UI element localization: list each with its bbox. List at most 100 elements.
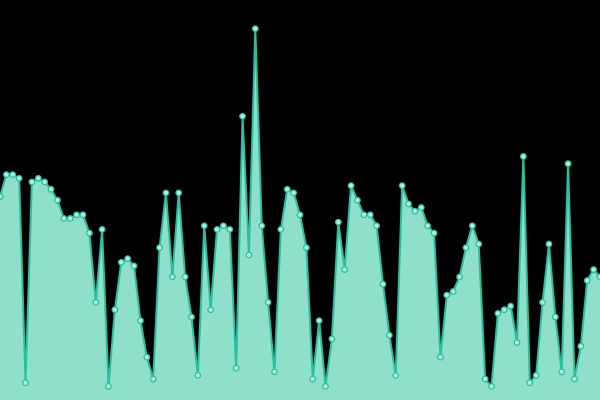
data-point-marker bbox=[475, 240, 483, 248]
data-point-marker bbox=[213, 225, 221, 233]
data-point-marker bbox=[443, 291, 451, 299]
data-point-marker bbox=[494, 309, 502, 317]
data-point-marker bbox=[539, 298, 546, 306]
data-point-marker bbox=[111, 306, 119, 314]
data-point-marker bbox=[73, 211, 81, 219]
data-point-markers bbox=[0, 25, 600, 390]
data-point-marker bbox=[296, 211, 304, 219]
data-point-marker bbox=[385, 331, 393, 339]
data-point-marker bbox=[92, 298, 100, 306]
data-point-marker bbox=[271, 368, 278, 376]
data-point-marker bbox=[47, 185, 55, 193]
data-point-marker bbox=[322, 382, 329, 390]
data-point-marker bbox=[405, 200, 412, 208]
data-point-marker bbox=[583, 277, 591, 284]
data-point-marker bbox=[315, 317, 323, 325]
data-point-marker bbox=[66, 215, 74, 222]
data-point-marker bbox=[181, 273, 189, 281]
data-point-marker bbox=[513, 339, 521, 346]
data-point-marker bbox=[309, 375, 317, 383]
data-point-marker bbox=[392, 371, 400, 379]
data-point-marker bbox=[28, 178, 36, 186]
data-point-marker bbox=[137, 317, 144, 325]
data-point-marker bbox=[41, 178, 49, 186]
data-point-marker bbox=[277, 225, 285, 233]
data-point-marker bbox=[117, 258, 125, 266]
data-point-marker bbox=[283, 185, 291, 193]
data-point-marker bbox=[143, 353, 151, 361]
data-point-marker bbox=[411, 207, 419, 215]
data-point-marker bbox=[596, 273, 600, 281]
data-point-marker bbox=[264, 298, 272, 306]
data-point-marker bbox=[373, 222, 381, 230]
data-point-marker bbox=[162, 189, 170, 197]
data-point-marker bbox=[545, 240, 553, 248]
data-point-marker bbox=[571, 375, 578, 383]
data-point-marker bbox=[79, 211, 87, 219]
data-point-marker bbox=[85, 229, 93, 237]
data-point-marker bbox=[232, 364, 240, 372]
data-point-marker bbox=[207, 306, 215, 314]
data-point-marker bbox=[341, 266, 349, 273]
data-point-marker bbox=[379, 280, 387, 288]
data-point-marker bbox=[347, 182, 355, 190]
data-point-marker bbox=[449, 288, 457, 295]
data-point-marker bbox=[590, 266, 598, 273]
data-point-marker bbox=[532, 371, 540, 379]
data-point-marker bbox=[0, 193, 4, 200]
data-point-marker bbox=[577, 342, 585, 350]
data-point-marker bbox=[251, 25, 259, 33]
data-point-marker bbox=[424, 222, 432, 230]
data-point-marker bbox=[398, 182, 406, 190]
data-point-marker bbox=[354, 196, 361, 204]
data-point-marker bbox=[290, 189, 298, 197]
data-point-marker bbox=[22, 379, 29, 387]
data-point-marker bbox=[175, 189, 183, 197]
data-point-marker bbox=[430, 229, 438, 237]
data-point-marker bbox=[564, 160, 572, 168]
data-point-marker bbox=[60, 215, 68, 222]
data-point-marker bbox=[500, 306, 508, 314]
data-point-marker bbox=[226, 225, 234, 233]
data-point-marker bbox=[468, 222, 476, 230]
data-point-marker bbox=[194, 371, 202, 379]
data-point-marker bbox=[149, 375, 157, 383]
data-point-marker bbox=[219, 222, 227, 230]
data-point-marker bbox=[360, 211, 368, 219]
data-point-marker bbox=[488, 382, 495, 390]
data-point-marker bbox=[519, 152, 527, 160]
data-point-marker bbox=[105, 382, 112, 390]
data-point-marker bbox=[156, 244, 163, 252]
data-point-marker bbox=[526, 379, 534, 387]
data-point-marker bbox=[2, 171, 10, 179]
data-point-marker bbox=[417, 204, 425, 211]
data-point-marker bbox=[124, 255, 132, 263]
area-fill-path bbox=[0, 28, 600, 400]
data-point-marker bbox=[239, 112, 246, 120]
data-point-marker bbox=[481, 375, 489, 383]
data-point-marker bbox=[328, 335, 336, 343]
data-point-marker bbox=[462, 244, 470, 252]
data-point-marker bbox=[34, 174, 42, 182]
data-point-marker bbox=[245, 251, 253, 259]
chart-plot-area bbox=[0, 25, 600, 400]
data-point-marker bbox=[130, 262, 138, 270]
data-point-marker bbox=[456, 273, 463, 281]
data-point-marker bbox=[200, 222, 208, 230]
data-point-marker bbox=[334, 218, 342, 226]
data-point-marker bbox=[551, 313, 559, 321]
data-point-marker bbox=[558, 368, 566, 376]
data-point-marker bbox=[258, 222, 266, 230]
data-point-marker bbox=[188, 313, 195, 321]
data-point-marker bbox=[54, 196, 61, 204]
data-point-marker bbox=[302, 244, 310, 252]
data-point-marker bbox=[366, 211, 374, 219]
data-point-marker bbox=[507, 302, 515, 310]
data-point-marker bbox=[9, 171, 17, 179]
data-point-marker bbox=[98, 225, 106, 233]
data-point-marker bbox=[168, 273, 176, 281]
data-point-marker bbox=[15, 174, 23, 182]
data-point-marker bbox=[437, 353, 444, 361]
